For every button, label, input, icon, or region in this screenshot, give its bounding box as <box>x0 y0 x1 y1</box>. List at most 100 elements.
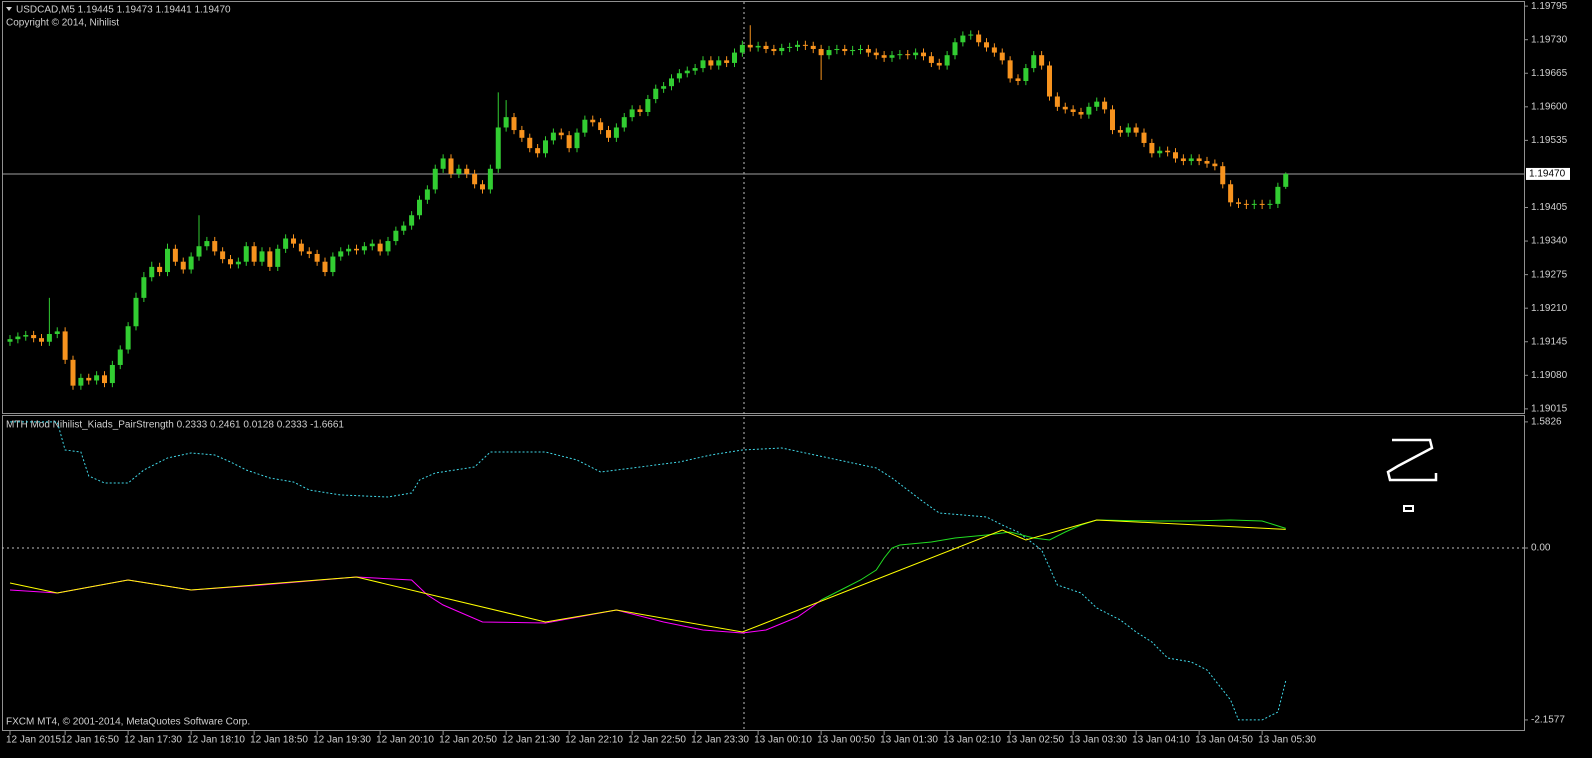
candle-body <box>928 56 934 63</box>
candle-body <box>535 148 541 154</box>
candle-body <box>1204 161 1210 164</box>
y-tick-label: 1.19145 <box>1531 336 1568 347</box>
candle-body <box>361 246 367 251</box>
candle-body <box>243 246 249 262</box>
x-tick-label: 12 Jan 23:30 <box>691 735 749 746</box>
candle-body <box>94 375 100 381</box>
candle-body <box>188 256 194 270</box>
y-tick-label: 1.19275 <box>1531 269 1568 280</box>
x-tick-label: 12 Jan 19:30 <box>313 735 371 746</box>
candle-body <box>1094 101 1100 107</box>
candle-body <box>574 132 580 149</box>
candle-body <box>1212 163 1218 167</box>
candle-body <box>1180 158 1186 162</box>
candle-body <box>385 241 391 252</box>
candle-body <box>865 48 871 53</box>
candle-body <box>787 46 793 48</box>
candle-body <box>684 70 690 74</box>
candle-body <box>267 251 273 267</box>
candle-body <box>881 55 887 58</box>
y-tick-label: 1.5826 <box>1531 417 1562 428</box>
indicator-line <box>820 519 1286 601</box>
candle-body <box>31 335 37 339</box>
x-tick-label: 13 Jan 04:50 <box>1195 735 1253 746</box>
candle-body <box>424 189 430 200</box>
candle-body <box>306 251 312 254</box>
candle-body <box>1015 78 1021 81</box>
candle-body <box>1070 109 1076 112</box>
x-tick-label: 12 Jan 22:10 <box>565 735 623 746</box>
price-title: USDCAD,M5 1.19445 1.19473 1.19441 1.1947… <box>16 5 231 16</box>
candle-body <box>1047 65 1053 97</box>
candle-body <box>322 261 328 273</box>
x-tick-label: 12 Jan 20:10 <box>376 735 434 746</box>
candle-body <box>645 99 651 112</box>
x-tick-label: 13 Jan 00:50 <box>817 735 875 746</box>
candle-body <box>1188 158 1194 162</box>
candle-body <box>1102 101 1108 110</box>
candle-body <box>834 48 840 51</box>
indicator-title: MTH Mod Nihilist_Kiads_PairStrength 0.23… <box>6 420 344 431</box>
candle-body <box>1259 203 1265 205</box>
candle-body <box>393 230 399 242</box>
menu-arrow[interactable] <box>6 7 12 11</box>
candle-body <box>298 243 304 252</box>
candle-body <box>180 261 186 270</box>
candle-body <box>1133 127 1139 133</box>
candle-body <box>235 261 241 265</box>
x-tick-label: 13 Jan 02:10 <box>943 735 1001 746</box>
indicator-pane-frame <box>2 415 1525 731</box>
candle-body <box>1086 106 1092 115</box>
candle-body <box>1196 158 1202 162</box>
bid-label: 1.19470 <box>1529 169 1566 180</box>
y-tick-label: -2.1577 <box>1531 715 1565 726</box>
candle-body <box>960 35 966 43</box>
candle-body <box>732 52 738 63</box>
candle-body <box>889 55 895 58</box>
candle-body <box>1165 150 1171 153</box>
bid-label-box <box>1526 167 1570 180</box>
candle-body <box>125 326 131 350</box>
candle-body <box>1110 109 1116 131</box>
candle-body <box>172 248 178 262</box>
candle-body <box>810 45 816 49</box>
candle-body <box>1117 130 1123 133</box>
candle-body <box>692 68 698 71</box>
candle-body <box>220 251 226 260</box>
indicator-line <box>9 519 1286 633</box>
price-subtitle: Copyright © 2014, Nihilist <box>6 18 119 29</box>
candle-body <box>503 117 509 128</box>
y-tick-label: 1.19535 <box>1531 135 1568 146</box>
candle-body <box>472 173 478 185</box>
scribble-dot[interactable] <box>1403 505 1414 512</box>
candle-body <box>46 334 52 342</box>
candle-body <box>314 253 320 262</box>
candle-body <box>716 60 722 66</box>
candle-body <box>1228 184 1234 203</box>
candle-body <box>763 45 769 49</box>
x-tick-label: 13 Jan 02:50 <box>1006 735 1064 746</box>
drawn-object[interactable] <box>1386 438 1438 512</box>
candle-body <box>1062 106 1068 110</box>
candle-body <box>1220 166 1226 185</box>
candle-body <box>1031 55 1037 69</box>
candle-body <box>976 34 982 43</box>
candle-body <box>543 140 549 154</box>
candle-body <box>550 132 556 141</box>
x-tick-label: 12 Jan 20:50 <box>439 735 497 746</box>
y-tick-label: 1.19405 <box>1531 202 1568 213</box>
scribble[interactable] <box>1386 438 1438 482</box>
candle-body <box>700 60 706 69</box>
candle-body <box>739 44 745 53</box>
candle-body <box>590 119 596 123</box>
candle-body <box>637 109 643 112</box>
candle-body <box>999 52 1005 61</box>
candle-body <box>818 48 824 56</box>
candle-body <box>708 60 714 66</box>
candle-body <box>936 62 942 66</box>
candle-body <box>527 137 533 149</box>
y-tick-label: 1.19080 <box>1531 370 1568 381</box>
x-tick-label: 13 Jan 04:10 <box>1132 735 1190 746</box>
